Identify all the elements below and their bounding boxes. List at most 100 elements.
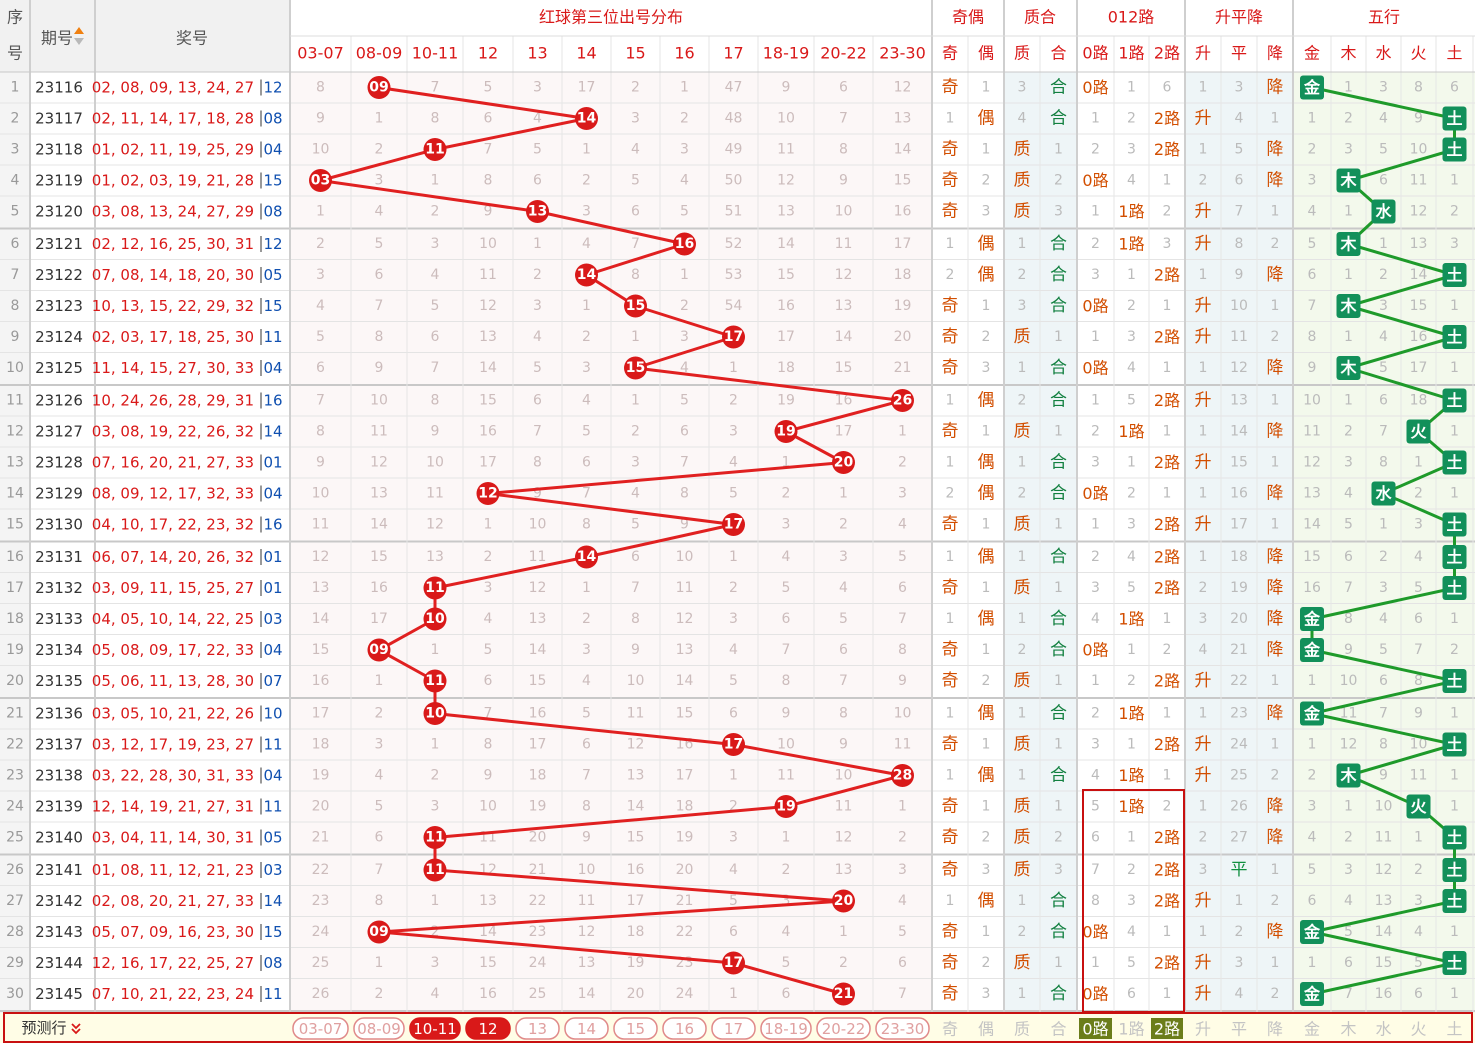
dist-miss: 2: [431, 768, 440, 784]
subheader-prime_sub-1: 合: [1050, 44, 1066, 63]
predict-dist-button[interactable]: [816, 1017, 871, 1040]
dist-miss: 13: [835, 862, 853, 878]
road-hit: 2路: [1154, 515, 1180, 534]
predict-dist-button[interactable]: [515, 1017, 560, 1040]
dist-miss: 4: [631, 486, 640, 502]
dist-miss: 51: [725, 204, 743, 220]
row-seq: 26: [6, 862, 24, 878]
trend-hit: 升: [1195, 891, 1212, 911]
wuxing-miss: 9: [1308, 360, 1317, 376]
dist-hit-number: 17: [724, 329, 743, 345]
predict-dist-label: 10-11: [413, 1020, 457, 1038]
wuxing-miss: 3: [1379, 80, 1388, 96]
wuxing-hit-box: [1442, 263, 1467, 287]
row-seq: 7: [11, 267, 20, 283]
dist-miss: 5: [431, 298, 440, 314]
road-miss: 2: [1163, 642, 1172, 658]
predict-row-frame: [3, 1012, 1473, 1043]
parity-hit: 奇: [942, 671, 959, 691]
road-miss: 6: [1127, 986, 1136, 1002]
wuxing-hit-label: 土: [1446, 391, 1462, 410]
dist-miss: 7: [533, 424, 542, 440]
row-red-balls: 01, 08, 11, 12, 21, 23: [92, 861, 254, 879]
dist-miss: 6: [680, 424, 689, 440]
dist-miss: 23: [529, 924, 547, 940]
predict-dist-button[interactable]: [564, 1017, 609, 1040]
sort-down-icon[interactable]: [74, 38, 84, 45]
wuxing-hit-label: 土: [1446, 515, 1462, 534]
dist-miss: 12: [835, 267, 853, 283]
dist-miss: 7: [631, 236, 640, 252]
wuxing-hit-label: 土: [1446, 548, 1462, 567]
dist-miss: 20: [627, 986, 645, 1002]
wuxing-miss: 1: [1414, 455, 1423, 471]
dist-miss: 3: [316, 267, 325, 283]
row-period: 23129: [35, 485, 83, 503]
dist-miss: 54: [725, 298, 743, 314]
dist-miss: 9: [582, 830, 591, 846]
dist-miss: 12: [370, 455, 388, 471]
dist-miss: 1: [839, 924, 848, 940]
predict-dist-button[interactable]: [465, 1017, 511, 1040]
parity-hit: 奇: [942, 860, 959, 880]
row-blue-ball: 11: [263, 328, 282, 346]
predict-dist-button[interactable]: [875, 1017, 930, 1040]
row-red-balls: 03, 12, 17, 19, 23, 27: [92, 736, 254, 754]
row-red-balls: 02, 11, 14, 17, 18, 28: [92, 110, 254, 128]
dist-miss: 2: [729, 580, 738, 596]
road-miss: 8: [1091, 893, 1100, 909]
wuxing-hit-box: [1442, 106, 1467, 131]
parity-miss: 1: [982, 517, 991, 533]
dist-miss: 1: [680, 267, 689, 283]
wuxing-miss: 5: [1379, 642, 1388, 658]
dist-miss: 8: [582, 799, 591, 815]
dist-miss: 18: [777, 360, 795, 376]
dist-miss: 11: [529, 549, 547, 565]
sort-up-icon[interactable]: [74, 27, 84, 34]
wuxing-miss: 3: [1308, 173, 1317, 189]
row-seq: 6: [11, 236, 20, 252]
prime-miss: 1: [1054, 673, 1063, 689]
double-chevron-down-icon[interactable]: [71, 1023, 81, 1035]
trend-miss: 12: [1230, 360, 1248, 376]
dist-miss: 15: [627, 830, 645, 846]
row-seq: 8: [11, 298, 20, 314]
dist-miss: 8: [484, 737, 493, 753]
dist-miss: 5: [484, 642, 493, 658]
trend-hit: 升: [1195, 202, 1212, 222]
dist-trend-line: [733, 743, 903, 777]
dist-miss: 3: [431, 799, 440, 815]
dist-miss: 13: [479, 329, 497, 345]
row-blue-ball: 12: [263, 235, 282, 253]
dist-miss: 7: [484, 706, 493, 722]
dist-miss: 5: [839, 611, 848, 627]
dist-miss: 10: [835, 768, 853, 784]
wuxing-miss: 3: [1414, 893, 1423, 909]
predict-dist-button[interactable]: [613, 1017, 658, 1040]
trend-miss: 1: [1271, 517, 1280, 533]
predict-dist-button[interactable]: [292, 1017, 349, 1040]
trend-miss: 2: [1199, 830, 1208, 846]
predict-dist-button[interactable]: [353, 1017, 405, 1040]
wuxing-hit-box: [1442, 576, 1467, 600]
predict-dist-button[interactable]: [662, 1017, 707, 1040]
predict-trend_sub: 平: [1231, 1020, 1247, 1039]
trend-hit: 升: [1195, 296, 1212, 316]
row-red-balls: 10, 24, 26, 28, 29, 31: [92, 392, 254, 410]
trend-hit: 升: [1195, 453, 1212, 473]
dist-trend-line: [434, 805, 787, 839]
dist-hit-ball: [722, 513, 745, 536]
predict-dist-button[interactable]: [711, 1017, 756, 1040]
predict-dist-button[interactable]: [409, 1017, 461, 1040]
dist-miss: 8: [533, 455, 542, 471]
dist-miss: 3: [375, 173, 384, 189]
predict-road-hit[interactable]: [1079, 1018, 1112, 1039]
dist-miss: 4: [839, 580, 848, 596]
predict-road-hit[interactable]: [1151, 1018, 1183, 1039]
row-seq: 5: [11, 204, 20, 220]
predict-dist-button[interactable]: [760, 1017, 812, 1040]
wuxing-miss: 1: [1450, 799, 1459, 815]
dist-miss: 2: [582, 329, 591, 345]
dist-hit-number: 14: [577, 549, 597, 565]
prime-hit: 质: [1014, 828, 1031, 848]
